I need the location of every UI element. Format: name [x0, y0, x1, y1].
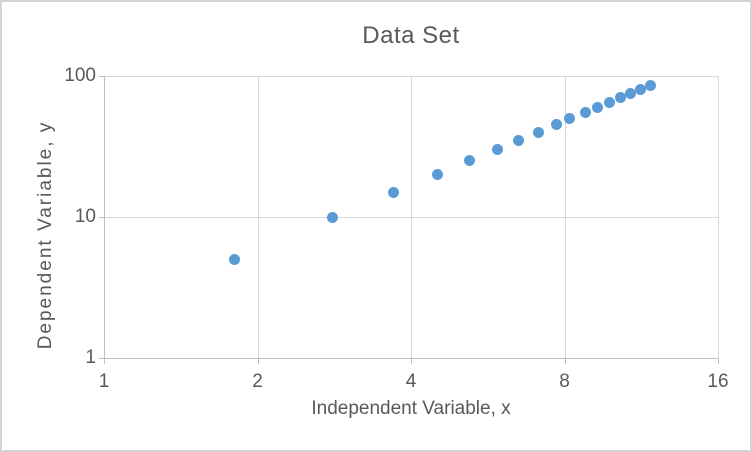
x-axis-tick: [564, 359, 566, 364]
x-axis-line: [104, 358, 719, 359]
data-point[interactable]: [228, 253, 240, 265]
x-tick-label: 1: [98, 371, 110, 392]
data-point[interactable]: [603, 96, 615, 108]
data-point[interactable]: [463, 155, 475, 167]
data-point[interactable]: [564, 112, 576, 124]
y-axis-tick: [99, 217, 104, 218]
x-tick-label: 4: [405, 371, 417, 392]
y-axis-line: [104, 76, 105, 359]
x-axis-title: Independent Variable, x: [311, 398, 511, 419]
data-point[interactable]: [550, 119, 562, 131]
data-point[interactable]: [532, 126, 544, 138]
data-point[interactable]: [645, 80, 657, 92]
x-axis-tick: [257, 359, 259, 364]
data-point[interactable]: [491, 144, 503, 156]
x-tick-label: 16: [707, 371, 729, 392]
data-point[interactable]: [431, 169, 443, 181]
y-tick-label: 1: [85, 347, 96, 368]
x-axis-tick: [411, 359, 412, 364]
data-point[interactable]: [635, 84, 647, 96]
data-point[interactable]: [580, 107, 592, 119]
data-point[interactable]: [326, 211, 338, 223]
y-tick-label: 10: [74, 206, 96, 227]
x-axis-tick: [104, 359, 105, 364]
x-axis-tick: [718, 359, 719, 364]
vertical-gridline: [718, 76, 719, 358]
data-point[interactable]: [388, 186, 400, 198]
x-tick-label: 8: [559, 371, 570, 392]
data-point[interactable]: [513, 134, 525, 146]
y-axis-tick: [99, 76, 104, 77]
horizontal-gridline: [104, 217, 718, 218]
y-tick-label: 100: [64, 65, 96, 86]
y-axis-tick: [99, 358, 104, 359]
data-point[interactable]: [614, 92, 626, 104]
chart-title: Data Set: [362, 22, 460, 49]
horizontal-gridline: [104, 76, 718, 77]
x-tick-label: 2: [252, 371, 263, 392]
y-axis-title: Dependent Variable, y: [35, 120, 56, 350]
data-point[interactable]: [625, 88, 637, 100]
data-point[interactable]: [592, 101, 604, 113]
